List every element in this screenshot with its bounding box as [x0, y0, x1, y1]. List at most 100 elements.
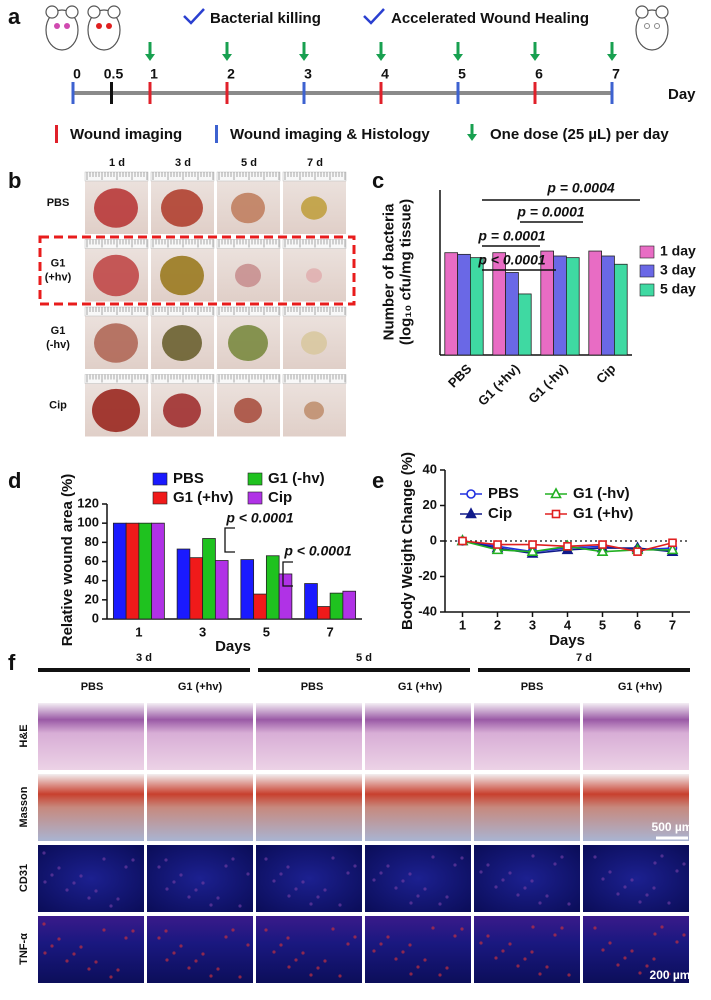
- legend-swatch: [639, 245, 655, 259]
- stain-dot: [94, 889, 98, 893]
- stain-dot: [124, 865, 128, 869]
- y-tick-label: -40: [418, 603, 437, 618]
- dose-arrow-head: [299, 54, 309, 61]
- bar: [553, 255, 567, 356]
- significance-bracket: [282, 561, 293, 587]
- stain-dot: [165, 958, 169, 962]
- stain-dot: [338, 974, 342, 978]
- stain-dot: [530, 879, 534, 883]
- photo-row-label: PBS: [47, 197, 70, 209]
- histology-image: [147, 774, 253, 841]
- scale-bar-label: 500 µm: [652, 820, 693, 834]
- stain-dot: [79, 874, 83, 878]
- y-axis-label: Body Weight Change (%): [399, 452, 416, 630]
- stain-dot: [601, 877, 605, 881]
- stain-dot: [209, 903, 213, 907]
- photo-row-label: (-hv): [46, 339, 70, 351]
- point: [668, 538, 677, 548]
- column-label: G1 (+hv): [618, 681, 663, 693]
- stain-dot: [616, 892, 620, 896]
- stain-dot: [116, 968, 120, 972]
- bar: [125, 522, 140, 620]
- point: [491, 543, 504, 555]
- stain-dot: [87, 896, 91, 900]
- timeline-tick-label: 0: [73, 66, 81, 82]
- y-tick-label: -20: [418, 568, 437, 583]
- x-tick-label: 7: [327, 624, 334, 639]
- mouse-wounds: [54, 23, 660, 29]
- point: [551, 509, 561, 519]
- ruler: [216, 374, 281, 384]
- point: [466, 489, 476, 499]
- bar: [176, 548, 191, 620]
- bar: [278, 573, 293, 620]
- stain-dot: [272, 879, 276, 883]
- timeline-tick-label: 5: [458, 66, 466, 82]
- stain-dot: [187, 966, 191, 970]
- histology-image: [365, 845, 471, 912]
- bar: [342, 590, 357, 620]
- stain-dot: [494, 956, 498, 960]
- ruler: [150, 239, 215, 249]
- stain-dot: [645, 893, 649, 897]
- x-tick-label: 1: [459, 617, 466, 632]
- stain-dot: [231, 928, 235, 932]
- photo-row-label: (+hv): [45, 271, 72, 283]
- stain-dot: [224, 864, 228, 868]
- dose-arrow-head: [145, 54, 155, 61]
- wound: [162, 325, 202, 361]
- stain-dot: [131, 929, 135, 933]
- ruler: [84, 306, 149, 317]
- stain-dot: [316, 966, 320, 970]
- legend-swatch: [152, 472, 168, 486]
- stain-dot: [460, 856, 464, 860]
- stain-dot: [675, 940, 679, 944]
- stain-dot: [608, 941, 612, 945]
- group-label: 5 d: [356, 652, 372, 664]
- legend-swatch: [247, 491, 263, 505]
- stain-dot: [423, 887, 427, 891]
- stain-dot: [560, 855, 564, 859]
- photo-column-label: 3 d: [175, 157, 191, 169]
- stain-dot: [286, 936, 290, 940]
- bar: [566, 257, 580, 356]
- stain-dot: [531, 925, 535, 929]
- stain-dot: [43, 880, 47, 884]
- panel-label: b: [8, 168, 21, 193]
- annotation: p < 0.0001: [477, 252, 546, 268]
- stain-dot: [538, 901, 542, 905]
- stain-dot: [652, 886, 656, 890]
- stain-dot: [264, 928, 268, 932]
- ruler: [282, 306, 347, 317]
- wound: [301, 196, 327, 220]
- x-tick-label: 3: [529, 617, 536, 632]
- photo-row-label: Cip: [49, 399, 67, 411]
- bar: [601, 255, 615, 356]
- bar: [151, 522, 165, 620]
- stain-dot: [331, 927, 335, 931]
- stain-dot: [445, 966, 449, 970]
- timeline-tick-label: 7: [612, 66, 620, 82]
- stain-dot: [353, 864, 357, 868]
- bar: [253, 593, 267, 620]
- stain-dot: [653, 861, 657, 865]
- stain-dot: [353, 935, 357, 939]
- stain-dot: [386, 864, 390, 868]
- panel-label: d: [8, 468, 21, 493]
- point: [493, 540, 502, 549]
- stain-dot: [72, 952, 76, 956]
- wound: [93, 254, 139, 297]
- bar: [457, 253, 471, 356]
- point: [666, 543, 679, 555]
- legend-label: 3 day: [660, 262, 696, 278]
- bar: [588, 250, 602, 356]
- stain-dot: [682, 862, 686, 866]
- timeline-tick-label: 4: [381, 66, 389, 82]
- ruler: [216, 239, 281, 249]
- stain-dot: [638, 971, 642, 975]
- y-tick-label: 20: [423, 497, 437, 512]
- mouse-icons: [45, 5, 669, 51]
- stain-dot: [116, 897, 120, 901]
- stain-dot: [394, 957, 398, 961]
- histology-image: [474, 916, 580, 983]
